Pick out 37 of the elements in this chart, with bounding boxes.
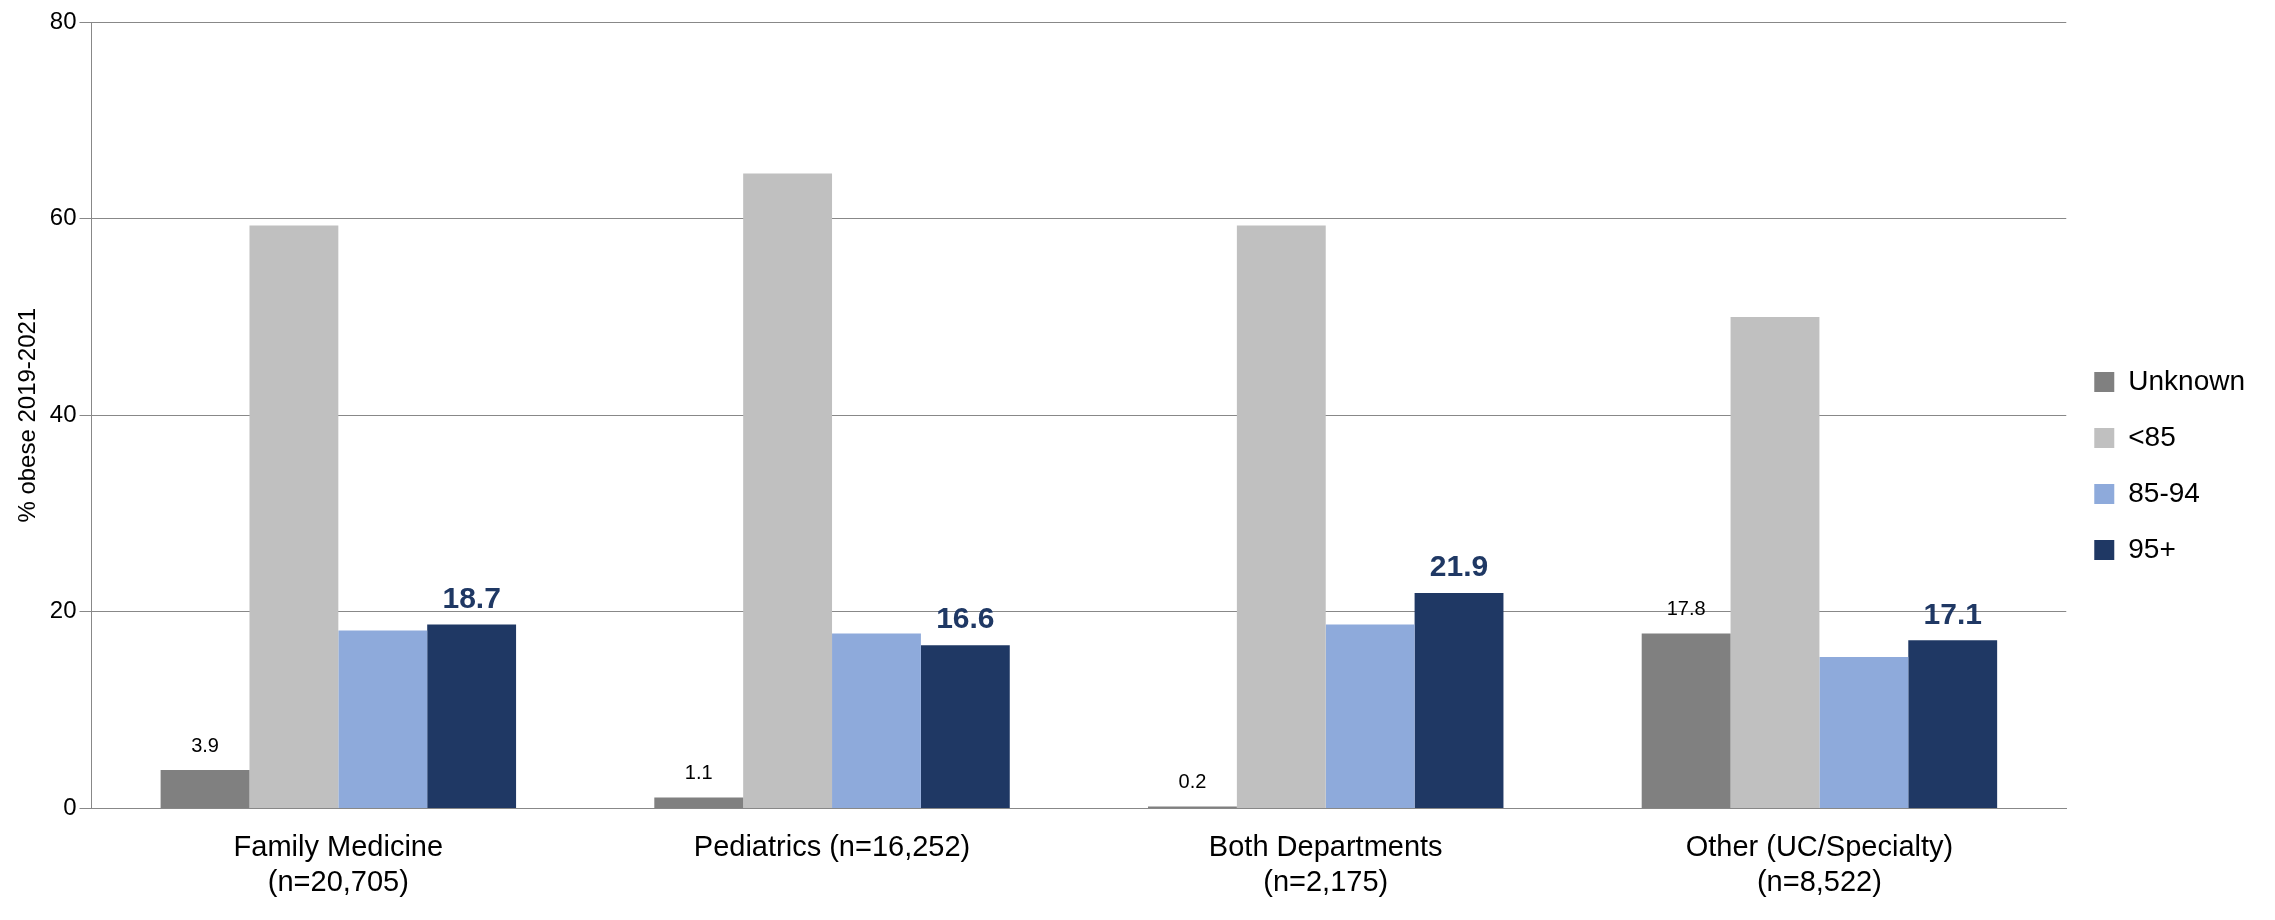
x-tick-label: Family Medicine (n=20,705) xyxy=(233,829,444,897)
bar xyxy=(1908,640,1998,808)
data-label: 17.1 xyxy=(1923,596,1982,630)
bar xyxy=(1730,316,1820,808)
x-tick-label: Other (UC/Specialty) (n=8,522) xyxy=(1685,829,1954,897)
y-tick-label: 0 xyxy=(63,793,77,821)
bar xyxy=(249,225,339,808)
legend-label: <85 xyxy=(2128,420,2176,452)
data-label: 1.1 xyxy=(684,761,713,784)
x-tick-label: Pediatrics (n=16,252) xyxy=(693,829,971,862)
bar xyxy=(1325,624,1415,808)
bar xyxy=(1819,657,1909,808)
y-tick-label: 40 xyxy=(49,399,77,427)
bar xyxy=(1414,593,1504,808)
data-label: 16.6 xyxy=(936,601,995,635)
data-label: 3.9 xyxy=(191,733,219,756)
legend-label: 85-94 xyxy=(2128,476,2200,508)
y-tick-label: 20 xyxy=(49,596,77,624)
x-tick-label: Both Departments (n=2,175) xyxy=(1208,829,1443,897)
bar xyxy=(338,630,428,808)
bar xyxy=(1236,225,1326,808)
legend-label: Unknown xyxy=(2128,364,2245,396)
data-label: 17.8 xyxy=(1666,596,1706,619)
bar xyxy=(743,173,833,808)
data-label: 18.7 xyxy=(442,580,501,614)
bar xyxy=(920,645,1010,808)
bar xyxy=(1641,633,1731,808)
bar xyxy=(160,770,250,808)
bar xyxy=(654,797,744,808)
y-tick-label: 80 xyxy=(49,6,77,34)
data-label: 21.9 xyxy=(1429,549,1489,583)
bar xyxy=(427,624,517,808)
y-axis-title: % obese 2019-2021 xyxy=(13,307,41,523)
data-label: 0.2 xyxy=(1178,769,1207,792)
bar xyxy=(832,633,921,808)
y-tick-label: 60 xyxy=(49,203,77,231)
legend-label: 95+ xyxy=(2128,532,2176,564)
